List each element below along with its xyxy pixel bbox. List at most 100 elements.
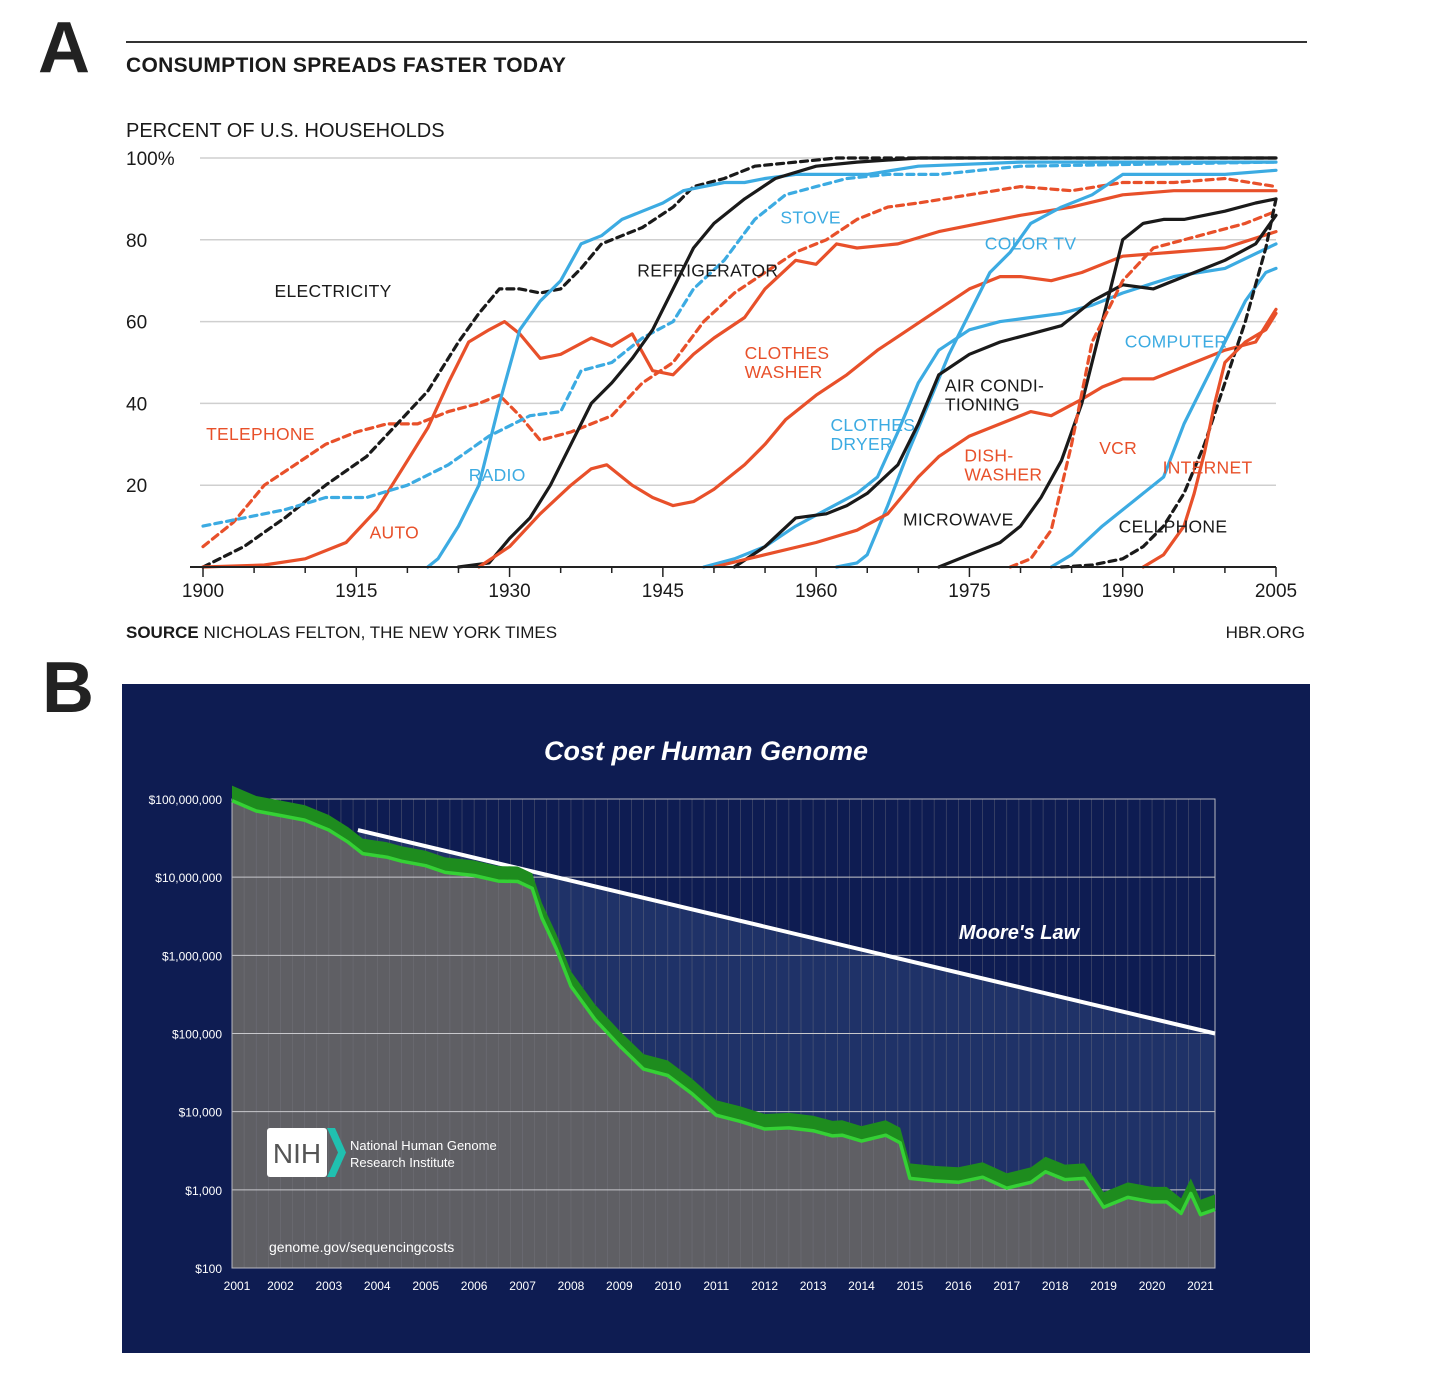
series-line-radio bbox=[426, 160, 1278, 569]
source-line: SOURCE NICHOLAS FELTON, THE NEW YORK TIM… bbox=[126, 623, 557, 643]
x-tick-label: 2011 bbox=[703, 1279, 729, 1293]
chart-a-title: CONSUMPTION SPREADS FASTER TODAY bbox=[126, 54, 567, 77]
series-line-clothes-washer bbox=[477, 230, 1278, 569]
x-tick-label: 2005 bbox=[1255, 581, 1297, 602]
x-tick-label: 1930 bbox=[488, 581, 530, 602]
top-rule bbox=[126, 41, 1307, 43]
series-line-dishwasher bbox=[712, 307, 1278, 569]
chart-b-x-ticks: 2001 2002 2003 2004 2005 2006 2007 2008 2009 2010… bbox=[224, 1279, 1214, 1293]
series-line-stove bbox=[201, 160, 1278, 528]
source-url: genome.gov/sequencingcosts bbox=[269, 1239, 454, 1255]
nih-logo-chevron bbox=[327, 1128, 346, 1177]
y-tick-label: $10,000 bbox=[179, 1106, 223, 1120]
source-text: NICHOLAS FELTON, THE NEW YORK TIMES bbox=[203, 623, 558, 642]
moore-law-label: Moore's Law bbox=[959, 922, 1081, 944]
series-line-cellphone bbox=[1059, 197, 1278, 569]
x-tick-label: 2012 bbox=[751, 1279, 778, 1293]
chart-a: PERCENT OF U.S. HOUSEHOLDS 20 40 60 80 100% 19… bbox=[126, 120, 1297, 602]
x-tick-label: 2016 bbox=[945, 1279, 972, 1293]
series-line-clothes-dryer bbox=[702, 242, 1278, 569]
y-tick-label: 80 bbox=[126, 231, 147, 252]
x-tick-label: 2014 bbox=[848, 1279, 875, 1293]
panel-letter-b: B bbox=[42, 648, 94, 728]
series-line-auto bbox=[201, 189, 1278, 569]
cost-band bbox=[232, 785, 1215, 1215]
credit-hbr: HBR.ORG bbox=[1225, 623, 1305, 642]
chart-b-grid bbox=[232, 798, 1215, 1269]
series-label: RADIO bbox=[469, 465, 526, 485]
x-tick-label: 1900 bbox=[182, 581, 224, 602]
x-tick-label: 2005 bbox=[412, 1279, 439, 1293]
cost-line bbox=[231, 798, 1216, 1217]
x-tick-label: 2001 bbox=[224, 1279, 251, 1293]
nih-logo-box bbox=[267, 1128, 327, 1177]
series-line-vcr bbox=[1008, 209, 1278, 569]
x-tick-label: 2009 bbox=[606, 1279, 633, 1293]
series-label: CLOTHES WASHER bbox=[745, 343, 830, 382]
y-tick-label: 20 bbox=[126, 476, 147, 497]
y-tick-label: $1,000,000 bbox=[162, 949, 222, 963]
y-axis-label: PERCENT OF U.S. HOUSEHOLDS bbox=[126, 120, 445, 142]
y-tick-label: $100,000 bbox=[172, 1028, 222, 1042]
x-tick-label: 2002 bbox=[267, 1279, 294, 1293]
y-tick-label: $10,000,000 bbox=[155, 871, 222, 885]
series-line-color-tv bbox=[834, 168, 1278, 569]
series-label: ELECTRICITY bbox=[275, 281, 392, 301]
x-tick-label: 1975 bbox=[948, 581, 990, 602]
x-tick-label: 2004 bbox=[364, 1279, 391, 1293]
y-tick-label: 40 bbox=[126, 394, 147, 415]
x-tick-label: 1915 bbox=[335, 581, 377, 602]
chart-a-labels: TELEPHONE ELECTRICITY AUTO RADIO STOVE REFRIG… bbox=[206, 207, 1252, 542]
series-label: AUTO bbox=[370, 522, 420, 542]
x-tick-label: 2020 bbox=[1139, 1279, 1166, 1293]
series-label: MICROWAVE bbox=[903, 510, 1014, 530]
series-line-telephone bbox=[201, 176, 1278, 549]
x-tick-label: 2007 bbox=[509, 1279, 536, 1293]
series-label: TELEPHONE bbox=[206, 424, 315, 444]
moore-law-line bbox=[357, 828, 1216, 1036]
series-label: DISH-WASHER bbox=[964, 445, 1042, 484]
x-tick-label: 2006 bbox=[461, 1279, 488, 1293]
nih-logo: NIH National Human Genome Research Insti… bbox=[267, 1128, 497, 1177]
y-tick-label: $1,000 bbox=[185, 1184, 222, 1198]
chart-b-panel: Cost per Human Genome Moore's Law $100 $1… bbox=[122, 684, 1310, 1353]
series-label: STOVE bbox=[780, 207, 841, 227]
x-tick-label: 2021 bbox=[1187, 1279, 1214, 1293]
nih-name-line2: Research Institute bbox=[350, 1155, 455, 1170]
series-line-electricity bbox=[201, 156, 1278, 569]
nih-name-line1: National Human Genome bbox=[350, 1138, 497, 1153]
series-line-refrigerator bbox=[456, 156, 1278, 569]
x-tick-label: 2018 bbox=[1042, 1279, 1069, 1293]
series-line-microwave bbox=[937, 197, 1278, 569]
x-tick-label: 2017 bbox=[993, 1279, 1020, 1293]
chart-b: Cost per Human Genome Moore's Law $100$1… bbox=[149, 736, 1216, 1293]
x-tick-label: 2010 bbox=[654, 1279, 681, 1293]
chart-b-y-ticks: $100 $1,000 $10,000 $100,000 $1,000,000 $10,0… bbox=[149, 793, 223, 1276]
x-tick-label: 2013 bbox=[800, 1279, 827, 1293]
chart-a-axis: PERCENT OF U.S. HOUSEHOLDS 20 40 60 80 100% 19… bbox=[126, 120, 1297, 602]
x-tick-label: 2015 bbox=[897, 1279, 924, 1293]
cost-area bbox=[232, 800, 1215, 1268]
x-tick-label: 1990 bbox=[1102, 581, 1144, 602]
x-tick-label: 2003 bbox=[315, 1279, 342, 1293]
x-tick-label: 2019 bbox=[1090, 1279, 1117, 1293]
x-tick-label: 1945 bbox=[642, 581, 684, 602]
series-label: COLOR TV bbox=[985, 234, 1077, 254]
chart-a-series bbox=[201, 156, 1278, 569]
chart-b-title: Cost per Human Genome bbox=[544, 736, 868, 766]
series-line-air-conditioning bbox=[732, 213, 1278, 569]
nih-logo-text: NIH bbox=[273, 1138, 321, 1169]
x-tick-label: 2008 bbox=[558, 1279, 585, 1293]
panel-letter-a: A bbox=[38, 8, 90, 88]
y-tick-label: 60 bbox=[126, 313, 147, 334]
series-label: REFRIGERATOR bbox=[637, 261, 778, 281]
y-tick-label: 100% bbox=[126, 149, 175, 170]
series-label: CLOTHES DRYER bbox=[830, 415, 915, 454]
series-label: VCR bbox=[1099, 438, 1137, 458]
series-line-internet bbox=[1141, 311, 1278, 569]
series-label: INTERNET bbox=[1163, 458, 1253, 478]
y-tick-label: $100 bbox=[195, 1262, 222, 1276]
series-label: CELLPHONE bbox=[1119, 517, 1228, 537]
series-label: COMPUTER bbox=[1125, 331, 1228, 351]
moore-law-area bbox=[357, 830, 1215, 1215]
